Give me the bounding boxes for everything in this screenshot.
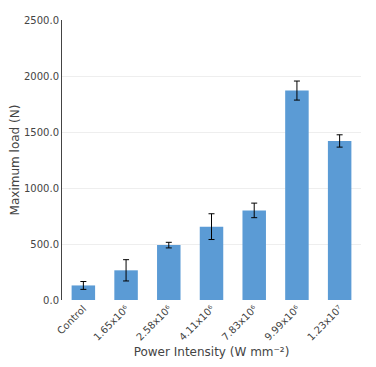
svg-text:Power Intensity (W mm⁻²): Power Intensity (W mm⁻²) bbox=[134, 345, 290, 359]
svg-text:9.99x10⁶: 9.99x10⁶ bbox=[262, 303, 302, 343]
svg-text:1.23x10⁷: 1.23x10⁷ bbox=[305, 303, 345, 343]
svg-text:500.0: 500.0 bbox=[30, 239, 59, 250]
svg-text:Maximum load (N): Maximum load (N) bbox=[8, 105, 22, 216]
svg-text:2.58x10⁶: 2.58x10⁶ bbox=[134, 303, 174, 343]
svg-text:4.11x10⁶: 4.11x10⁶ bbox=[177, 303, 217, 343]
svg-text:Control: Control bbox=[55, 303, 88, 336]
svg-text:1000.0: 1000.0 bbox=[24, 183, 59, 194]
svg-text:1500.0: 1500.0 bbox=[24, 127, 59, 138]
svg-text:7.83x10⁶: 7.83x10⁶ bbox=[220, 303, 260, 343]
svg-text:2000.0: 2000.0 bbox=[24, 71, 59, 82]
svg-text:1.65x10⁶: 1.65x10⁶ bbox=[91, 303, 131, 343]
svg-text:2500.0: 2500.0 bbox=[24, 15, 59, 26]
svg-text:0.0: 0.0 bbox=[43, 295, 59, 306]
